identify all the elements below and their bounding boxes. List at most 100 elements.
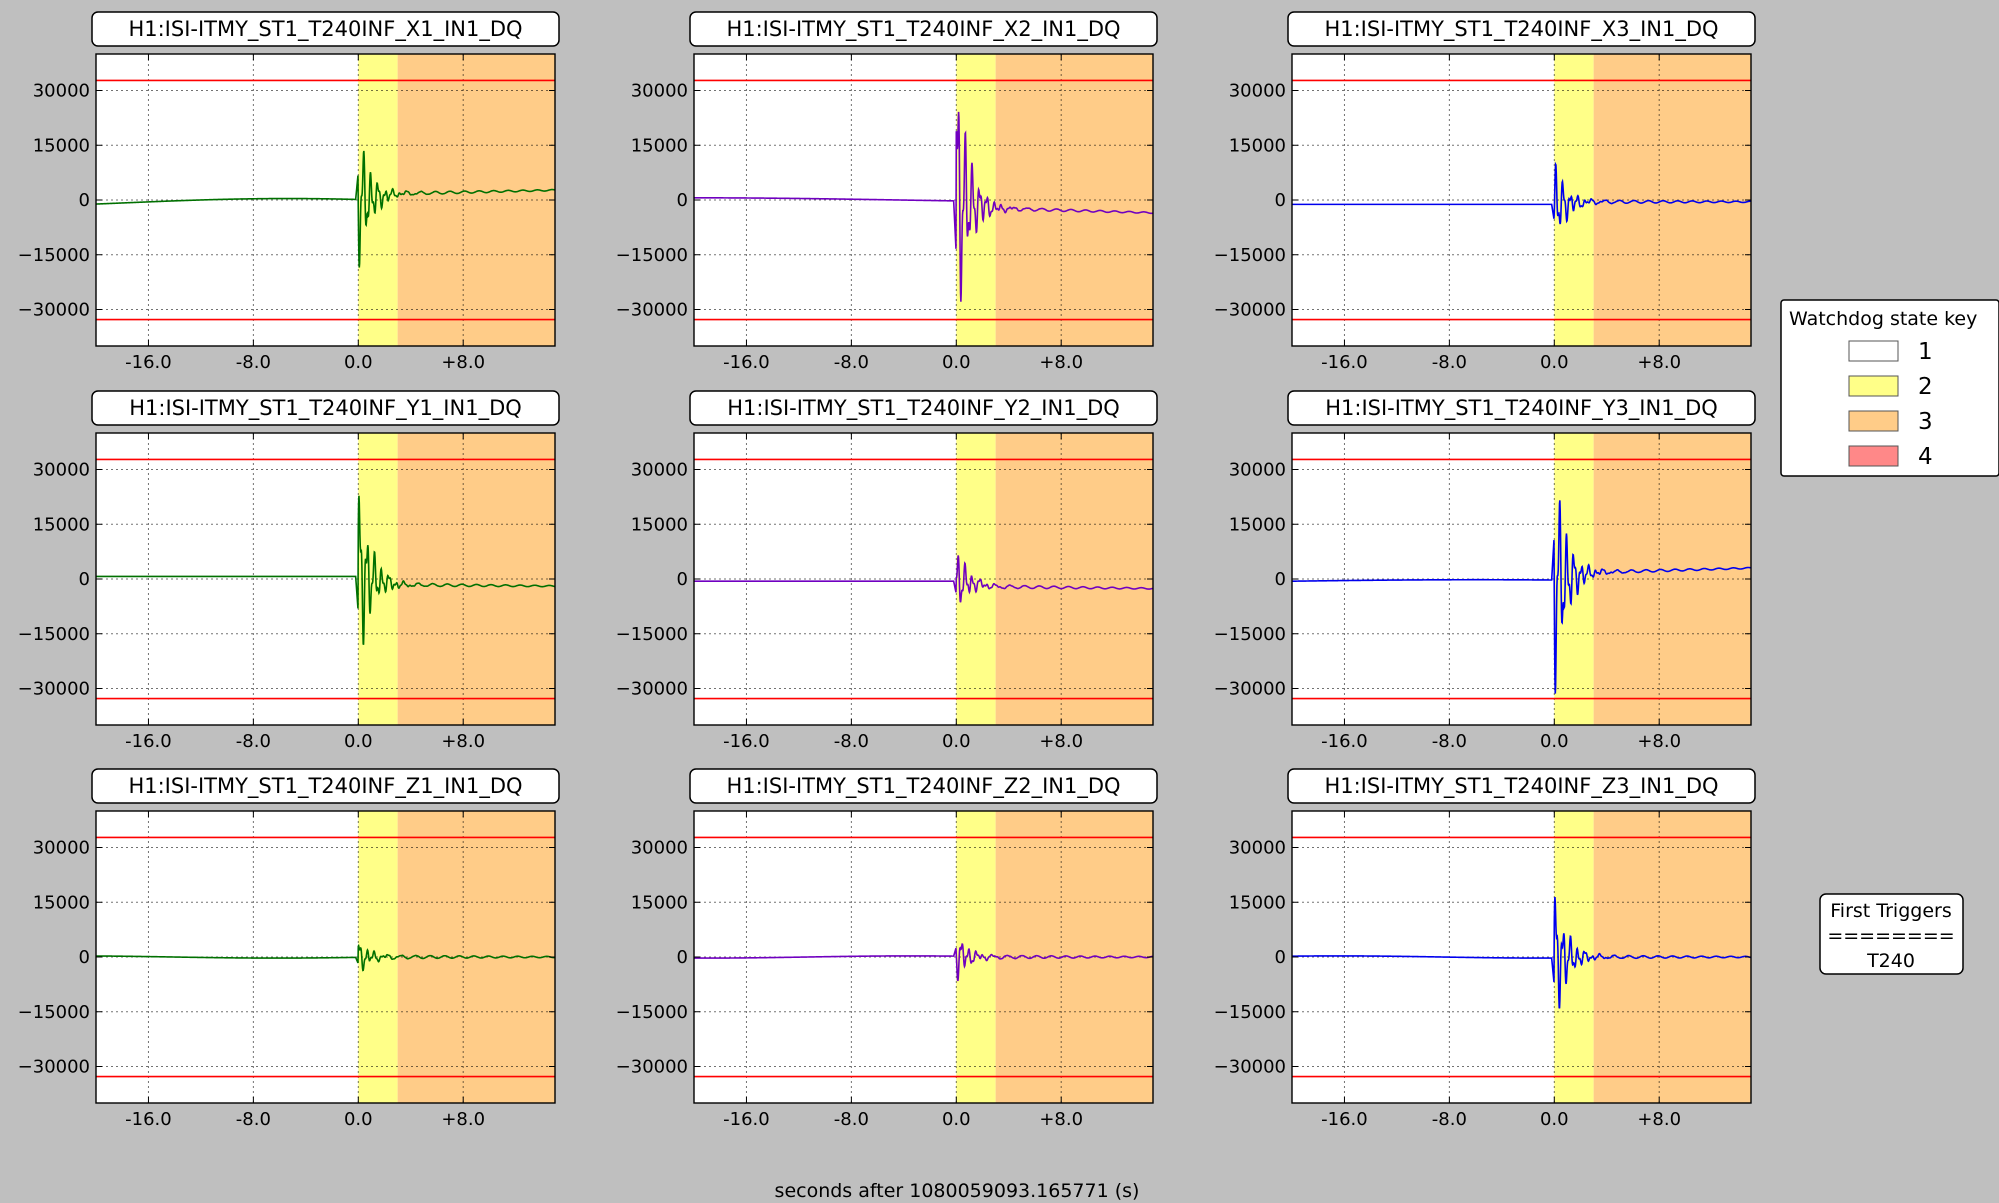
y-tick-label: −30000 xyxy=(18,679,90,700)
y-tick-label: 30000 xyxy=(631,81,688,102)
panel-title: H1:ISI-ITMY_ST1_T240INF_X3_IN1_DQ xyxy=(1324,17,1718,42)
x-tick-label: 0.0 xyxy=(1540,352,1569,373)
y-tick-label: 15000 xyxy=(631,135,688,156)
x-tick-label: -8.0 xyxy=(1432,1109,1467,1130)
y-tick-label: −30000 xyxy=(616,300,688,321)
legend-entries: 1 2 3 4 xyxy=(1848,339,1933,470)
y-tick-label: 30000 xyxy=(33,460,90,481)
x-tick-label: -16.0 xyxy=(1321,352,1368,373)
first-triggers-title: First Triggers xyxy=(1830,900,1951,922)
y-tick-label: −30000 xyxy=(18,300,90,321)
panel-title-box xyxy=(689,768,1158,804)
y-tick-label: 0 xyxy=(1275,569,1286,590)
panel-title: H1:ISI-ITMY_ST1_T240INF_Y2_IN1_DQ xyxy=(727,396,1120,421)
legend-label-2: 2 xyxy=(1918,374,1933,400)
x-tick-label: -16.0 xyxy=(723,731,770,752)
legend-label-1: 1 xyxy=(1918,339,1933,365)
x-tick-label: +8.0 xyxy=(1637,352,1681,373)
y-tick-label: 30000 xyxy=(631,838,688,859)
panel-title: H1:ISI-ITMY_ST1_T240INF_X1_IN1_DQ xyxy=(128,17,522,42)
legend-swatch-1 xyxy=(1848,340,1899,362)
y-tick-label: 0 xyxy=(79,947,90,968)
legend: Watchdog state key 1 2 3 4 xyxy=(1780,299,1999,477)
x-tick-label: -8.0 xyxy=(1432,731,1467,752)
x-tick-label: -16.0 xyxy=(125,1109,172,1130)
panel-title-box xyxy=(689,11,1158,47)
series-line xyxy=(694,943,1154,982)
y-tick-label: 15000 xyxy=(1229,135,1286,156)
first-triggers-frame xyxy=(1819,893,1964,975)
panel-title-box xyxy=(91,11,560,47)
legend-swatch-3 xyxy=(1848,410,1899,432)
legend-swatch-2 xyxy=(1848,375,1899,397)
y-tick-label: 0 xyxy=(677,947,688,968)
y-tick-label: −30000 xyxy=(1214,1057,1286,1078)
x-tick-label: +8.0 xyxy=(1039,731,1083,752)
panel-title: H1:ISI-ITMY_ST1_T240INF_Z1_IN1_DQ xyxy=(128,774,522,799)
x-tick-label: +8.0 xyxy=(1637,1109,1681,1130)
y-tick-label: 30000 xyxy=(1229,81,1286,102)
panel-7: -16.0 -8.0 0.0 +8.0 30000 15000 0 −15000 −30000 H… xyxy=(18,768,560,1130)
y-tick-label: 15000 xyxy=(631,514,688,535)
y-tick-label: −15000 xyxy=(616,245,688,266)
panel-title: H1:ISI-ITMY_ST1_T240INF_Y1_IN1_DQ xyxy=(129,396,522,421)
panel-title-box xyxy=(91,390,560,426)
series-line xyxy=(1292,500,1752,694)
y-tick-label: −15000 xyxy=(1214,245,1286,266)
legend-swatch-4 xyxy=(1848,445,1899,467)
series-line xyxy=(1292,161,1752,225)
panel-8: -16.0 -8.0 0.0 +8.0 30000 15000 0 −15000 −30000 H… xyxy=(616,768,1158,1130)
panel-title: H1:ISI-ITMY_ST1_T240INF_Z3_IN1_DQ xyxy=(1324,774,1718,799)
y-tick-label: −15000 xyxy=(18,1002,90,1023)
panel-title-box xyxy=(1287,768,1756,804)
y-tick-label: 0 xyxy=(79,190,90,211)
panel-9: -16.0 -8.0 0.0 +8.0 30000 15000 0 −15000 −30000 H… xyxy=(1214,768,1756,1130)
first-triggers-separator: ======== xyxy=(1827,925,1954,947)
x-tick-label: +8.0 xyxy=(441,352,485,373)
x-tick-label: -8.0 xyxy=(236,1109,271,1130)
x-tick-label: -16.0 xyxy=(723,352,770,373)
series-line xyxy=(95,150,556,268)
y-tick-label: 15000 xyxy=(1229,892,1286,913)
y-tick-label: −15000 xyxy=(1214,1002,1286,1023)
series-line xyxy=(694,111,1154,302)
panel-title: H1:ISI-ITMY_ST1_T240INF_Y3_IN1_DQ xyxy=(1325,396,1718,421)
x-tick-label: +8.0 xyxy=(1039,352,1083,373)
x-tick-label: 0.0 xyxy=(942,1109,971,1130)
first-triggers-value: T240 xyxy=(1866,950,1915,972)
x-tick-label: -8.0 xyxy=(236,731,271,752)
panel-4: -16.0 -8.0 0.0 +8.0 30000 15000 0 −15000 −30000 H… xyxy=(18,390,560,752)
y-tick-label: 15000 xyxy=(631,892,688,913)
panel-title-box xyxy=(689,390,1158,426)
series-line xyxy=(96,495,556,645)
panel-1: -16.0 -8.0 0.0 +8.0 30000 15000 0 −15000 −30000 H… xyxy=(18,11,560,373)
y-tick-label: −15000 xyxy=(1214,624,1286,645)
x-tick-label: -8.0 xyxy=(236,352,271,373)
y-tick-label: −30000 xyxy=(1214,300,1286,321)
panel-title-box xyxy=(91,768,560,804)
y-tick-label: 0 xyxy=(79,569,90,590)
x-tick-label: 0.0 xyxy=(942,352,971,373)
y-tick-label: 30000 xyxy=(33,81,90,102)
y-tick-label: −30000 xyxy=(616,679,688,700)
legend-title: Watchdog state key xyxy=(1789,308,1977,330)
x-tick-label: 0.0 xyxy=(1540,731,1569,752)
y-tick-label: 30000 xyxy=(1229,838,1286,859)
x-tick-label: -16.0 xyxy=(1321,1109,1368,1130)
first-triggers-box: First Triggers ======== T240 xyxy=(1819,893,1964,975)
y-tick-label: 15000 xyxy=(1229,514,1286,535)
y-tick-label: −15000 xyxy=(616,624,688,645)
legend-label-4: 4 xyxy=(1918,444,1933,470)
x-tick-label: -8.0 xyxy=(834,352,869,373)
x-tick-label: -16.0 xyxy=(125,731,172,752)
y-tick-label: 15000 xyxy=(33,135,90,156)
y-tick-label: 15000 xyxy=(33,514,90,535)
panel-6: -16.0 -8.0 0.0 +8.0 30000 15000 0 −15000 −30000 H… xyxy=(1214,390,1756,752)
panel-3: -16.0 -8.0 0.0 +8.0 30000 15000 0 −15000 −30000 H… xyxy=(1214,11,1756,373)
y-tick-label: 30000 xyxy=(1229,460,1286,481)
y-tick-label: −30000 xyxy=(1214,679,1286,700)
panel-title: H1:ISI-ITMY_ST1_T240INF_X2_IN1_DQ xyxy=(726,17,1120,42)
x-tick-label: -8.0 xyxy=(834,1109,869,1130)
series-line xyxy=(96,943,556,972)
y-tick-label: 30000 xyxy=(33,838,90,859)
